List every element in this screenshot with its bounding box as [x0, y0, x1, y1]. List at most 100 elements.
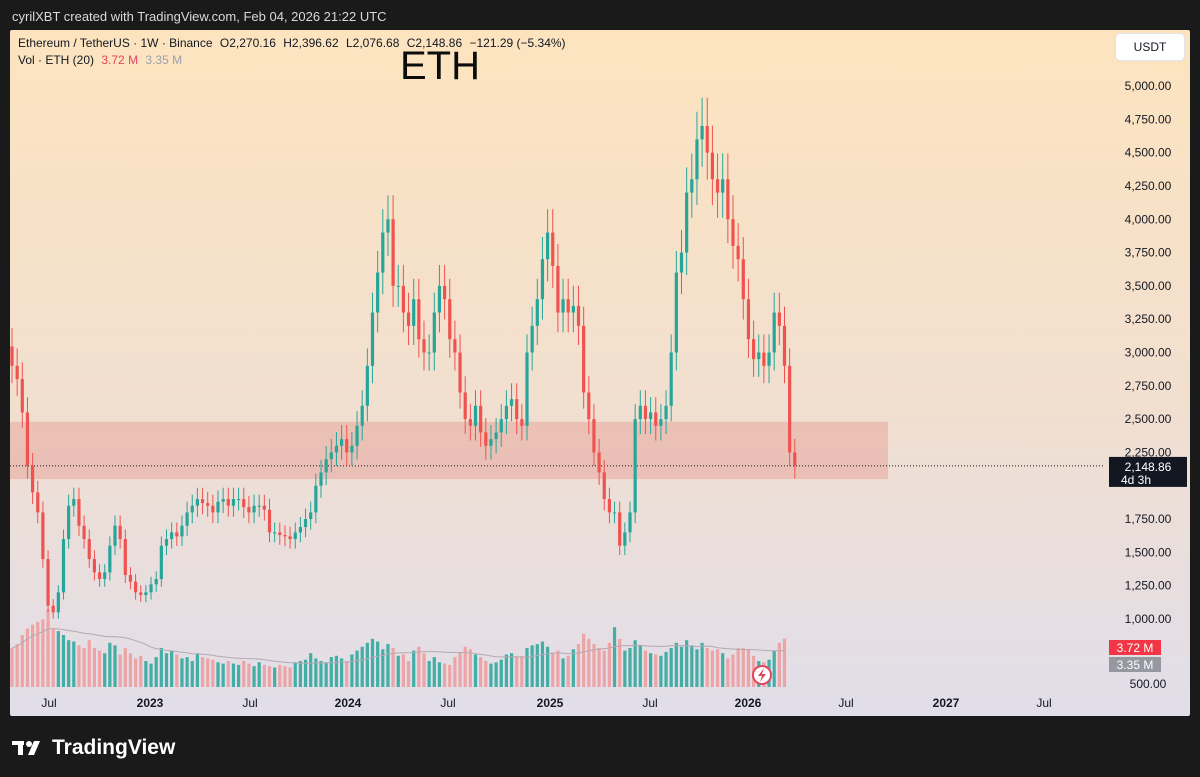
y-axis-tick-label: 3,500.00 [1125, 279, 1172, 293]
candle-body [314, 485, 318, 513]
candle-body [412, 299, 416, 326]
candle-body [267, 509, 272, 533]
candle-body [489, 439, 493, 446]
volume-ma-badge-value: 3.35 M [1117, 658, 1154, 672]
candle-body [118, 525, 122, 540]
y-axis-tick-label: 1,750.00 [1125, 512, 1172, 526]
volume-bar [664, 651, 668, 687]
volume-bar [77, 645, 81, 687]
y-axis-tick-label: 2,250.00 [1125, 445, 1172, 459]
ohlc-legend: Ethereum / TetherUS · 1W · Binance O2,27… [18, 36, 566, 50]
candle-body [509, 399, 514, 406]
candle-body [587, 392, 591, 420]
candle-body [664, 405, 668, 420]
change-value: −121.29 (−5.34%) [469, 36, 566, 50]
volume-bar [216, 662, 220, 687]
volume-bar [463, 646, 467, 687]
volume-bar [87, 640, 91, 687]
volume-bar [185, 657, 189, 687]
candle-body [247, 507, 251, 513]
volume-bar [226, 661, 230, 687]
y-axis-tick-label: 500.00 [1130, 677, 1167, 691]
candle-body [139, 592, 143, 596]
candle-body [56, 592, 60, 613]
y-axis-tick-label: 3,250.00 [1125, 312, 1172, 326]
volume-bar [592, 644, 596, 687]
candle-body [401, 285, 405, 313]
currency-button[interactable]: USDT [1116, 34, 1184, 60]
volume-bar [252, 666, 256, 687]
candle-body [231, 499, 236, 506]
volume-badge-box [1109, 640, 1161, 655]
volume-indicator-label[interactable]: Vol · ETH (20) [18, 53, 95, 67]
volume-bar [386, 644, 390, 687]
volume-bar [82, 648, 86, 687]
candle-body [515, 399, 519, 420]
volume-bar [525, 648, 529, 687]
volume-bar [659, 655, 663, 687]
volume-bar [458, 651, 462, 687]
volume-bar [520, 655, 524, 687]
candle-body [298, 527, 302, 533]
volume-bar [376, 641, 380, 687]
candle-body [422, 339, 426, 353]
volume-bar [649, 653, 653, 687]
candle-body [350, 445, 354, 453]
volume-bar [51, 628, 55, 687]
candle-body [319, 472, 323, 486]
symbol-label[interactable]: Ethereum / TetherUS · 1W · Binance [18, 36, 213, 50]
candle-body [273, 532, 277, 534]
volume-bar [61, 635, 66, 687]
volume-bar [103, 653, 107, 687]
volume-bar [108, 642, 112, 687]
candle-body [406, 312, 411, 326]
volume-bar [324, 662, 328, 687]
volume-bar [448, 664, 452, 687]
candle-body [669, 352, 673, 406]
candle-body [535, 299, 539, 326]
volume-bar [164, 653, 169, 687]
x-axis-tick-label: Jul [440, 696, 455, 710]
volume-bar [633, 640, 637, 687]
price-chart[interactable]: 5,000.00 4,750.00 4,500.00 4,250.00 4,000.00… [10, 30, 1190, 716]
candle-body [479, 405, 483, 433]
volume-bar [180, 658, 184, 687]
candle-body [170, 532, 174, 540]
candle-body [525, 352, 529, 426]
candle-body [772, 312, 776, 353]
volume-bar [283, 666, 287, 687]
candle-body [20, 379, 24, 413]
candle-body [417, 299, 421, 340]
volume-bar [221, 663, 225, 687]
candle-body [206, 503, 210, 506]
y-axis-tick-label: 4,000.00 [1125, 212, 1172, 226]
candle-body [695, 139, 699, 180]
volume-bar [705, 648, 709, 687]
candle-body [200, 499, 205, 504]
volume-bar [67, 640, 71, 687]
chart-pane[interactable]: 5,000.00 4,750.00 4,500.00 4,250.00 4,000.00… [10, 30, 1190, 716]
candle-body [391, 219, 395, 286]
volume-bar [530, 645, 534, 687]
candle-body [103, 572, 107, 580]
candle-body [67, 505, 71, 540]
candle-body [448, 299, 452, 340]
x-axis-tick-label: 2025 [537, 696, 564, 710]
volume-bar [443, 663, 447, 687]
candle-body [793, 452, 797, 466]
volume-legend: Vol · ETH (20) 3.72 M 3.35 M [18, 53, 182, 67]
volume-bar [170, 650, 174, 687]
candle-body [530, 325, 534, 353]
volume-bar [25, 628, 30, 687]
candle-body [643, 405, 648, 420]
volume-bar [10, 648, 14, 687]
candle-body [113, 525, 117, 546]
volume-bar [654, 654, 658, 687]
y-axis-tick-label: 1,250.00 [1125, 579, 1172, 593]
candle-body [597, 452, 601, 473]
volume-value: 3.72 M [101, 53, 139, 67]
volume-bar [365, 642, 369, 687]
volume-bar [422, 653, 426, 687]
candle-body [283, 535, 287, 537]
volume-bar [293, 662, 297, 687]
